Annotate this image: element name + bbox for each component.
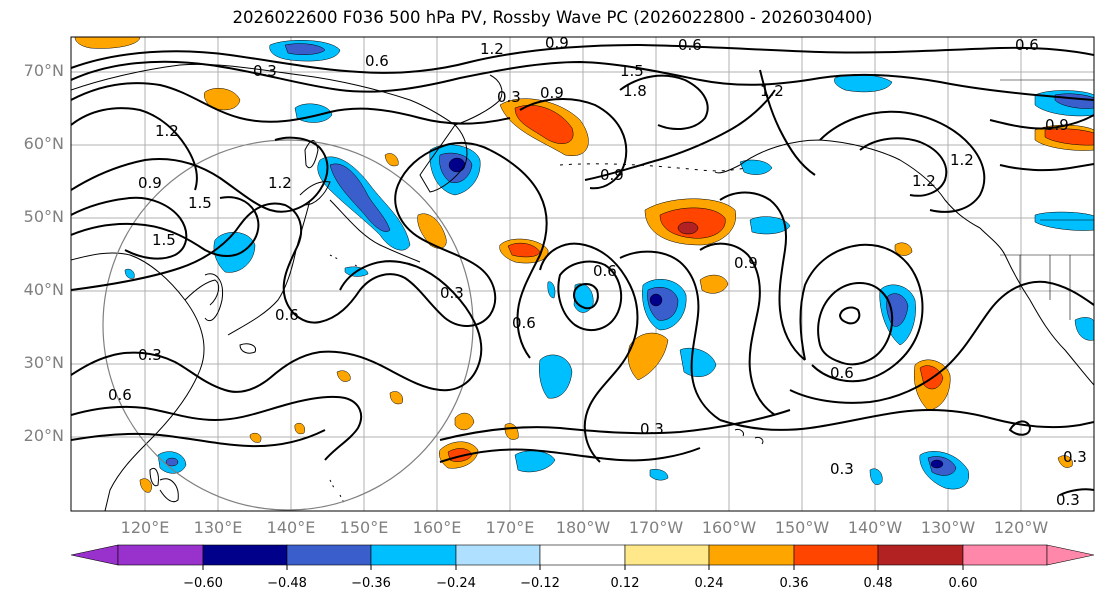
contour-label: 0.6 [108, 386, 132, 404]
coastlines [71, 63, 1094, 511]
contour-label: 1.2 [912, 172, 936, 190]
lon-label: 170°E [485, 518, 535, 537]
contour-label: 0.3 [497, 88, 521, 106]
lon-label: 140°E [266, 518, 316, 537]
contour-label: 0.9 [545, 34, 569, 52]
lat-label: 70°N [23, 61, 64, 80]
lon-label: 120°W [993, 518, 1049, 537]
colorbar-tick-label: −0.60 [183, 576, 223, 591]
contour-label: 1.2 [155, 122, 179, 140]
contour-label: 1.5 [188, 194, 212, 212]
contour-label: 0.6 [593, 262, 617, 280]
contour-label: 1.2 [480, 40, 504, 58]
lat-label: 30°N [23, 353, 64, 372]
lon-label: 160°E [412, 518, 462, 537]
contour-label: 0.6 [1015, 36, 1039, 54]
contour-label: 1.2 [760, 82, 784, 100]
contour-label: 1.2 [950, 151, 974, 169]
contour-label: 1.5 [620, 62, 644, 80]
lat-label: 20°N [23, 426, 64, 445]
lon-label: 180°W [555, 518, 611, 537]
contour-label: 0.9 [138, 174, 162, 192]
contour-label: 0.3 [440, 284, 464, 302]
contour-label: 1.5 [152, 231, 176, 249]
lon-label: 130°W [920, 518, 976, 537]
colorbar-tick-label: −0.48 [267, 576, 307, 591]
contour-label: 0.9 [600, 166, 624, 184]
contour-label: 1.2 [268, 174, 292, 192]
contour-label: 1.8 [623, 82, 647, 100]
contour-label: 0.9 [734, 254, 758, 272]
contour-label: 0.6 [365, 52, 389, 70]
gridlines [71, 37, 1094, 511]
colorbar-tick-label: −0.12 [520, 576, 560, 591]
lat-label: 60°N [23, 134, 64, 153]
contour-label: 0.3 [830, 460, 854, 478]
colorbar-tick-label: 0.48 [863, 576, 893, 591]
lon-label: 120°E [120, 518, 170, 537]
contour-label: 0.6 [275, 306, 299, 324]
colorbar-under-arrow [70, 544, 119, 566]
colorbar-tick-label: 0.12 [610, 576, 640, 591]
lon-label: 150°W [774, 518, 830, 537]
contour-label: 0.3 [1063, 448, 1087, 466]
map-title: 2026022600 F036 500 hPa PV, Rossby Wave … [232, 8, 873, 27]
contour-label: 0.3 [138, 346, 162, 364]
map-frame [70, 36, 1095, 512]
lon-label: 140°W [847, 518, 903, 537]
colorbar-tick-label: −0.36 [351, 576, 391, 591]
colorbar [70, 544, 1095, 570]
pv-contours [71, 43, 1094, 496]
contour-label: 0.9 [1045, 116, 1069, 134]
colorbar-tick-label: 0.36 [779, 576, 809, 591]
contour-label: 0.6 [512, 314, 536, 332]
contour-label: 0.3 [253, 62, 277, 80]
lon-label: 170°W [628, 518, 684, 537]
pv-anomaly-fills [74, 37, 1094, 493]
colorbar-tick-label: −0.24 [436, 576, 476, 591]
contour-label: 0.3 [640, 420, 664, 438]
lon-label: 150°E [339, 518, 389, 537]
colorbar-over-arrow [1046, 544, 1095, 566]
lat-label: 50°N [23, 207, 64, 226]
colorbar-tick-label: 0.60 [948, 576, 978, 591]
colorbar-tick-label: 0.24 [694, 576, 724, 591]
contour-label: 0.3 [1056, 491, 1080, 509]
lat-label: 40°N [23, 280, 64, 299]
lon-label: 160°W [701, 518, 757, 537]
contour-label: 0.9 [540, 84, 564, 102]
contour-label: 0.6 [678, 36, 702, 54]
contour-labels: 1.2 0.9 0.6 0.6 0.3 1.2 0.3 0.9 1.5 1.8 … [108, 34, 1087, 509]
lon-label: 130°E [193, 518, 243, 537]
contour-label: 0.6 [830, 364, 854, 382]
